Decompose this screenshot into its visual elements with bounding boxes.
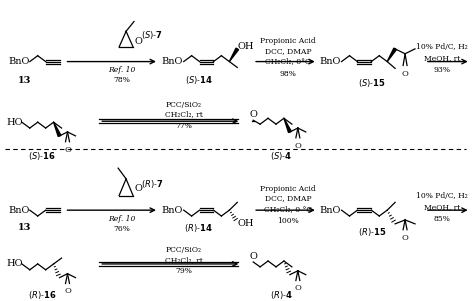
Text: 93%: 93% xyxy=(433,67,450,74)
Text: BnO: BnO xyxy=(8,57,29,66)
Text: 78%: 78% xyxy=(114,76,130,84)
Text: $(S)$-$\mathbf{15}$: $(S)$-$\mathbf{15}$ xyxy=(358,77,386,89)
Text: PCC/SiO₂: PCC/SiO₂ xyxy=(166,101,201,109)
Text: O: O xyxy=(134,184,142,193)
Text: CH₂Cl₂, rt: CH₂Cl₂, rt xyxy=(165,110,202,118)
Text: Propionic Acid: Propionic Acid xyxy=(260,37,316,45)
Text: 77%: 77% xyxy=(175,122,192,130)
Text: BnO: BnO xyxy=(162,206,183,215)
Text: 98%: 98% xyxy=(280,70,296,78)
Text: O: O xyxy=(64,287,71,295)
Text: 85%: 85% xyxy=(433,215,450,223)
Text: PCC/SiO₂: PCC/SiO₂ xyxy=(166,246,201,254)
Text: $(R)$-$\mathbf{14}$: $(R)$-$\mathbf{14}$ xyxy=(184,222,213,234)
Text: CH₂Cl₂, 0 °C: CH₂Cl₂, 0 °C xyxy=(264,205,312,213)
Text: BnO: BnO xyxy=(319,57,341,66)
Text: O: O xyxy=(294,142,301,150)
Text: O: O xyxy=(64,146,71,154)
Text: $(S)$-$\mathbf{7}$: $(S)$-$\mathbf{7}$ xyxy=(141,29,163,41)
Text: O: O xyxy=(249,252,257,261)
Text: O: O xyxy=(401,70,409,78)
Text: 10% Pd/C, H₂: 10% Pd/C, H₂ xyxy=(416,191,468,200)
Text: $(S)$-$\mathbf{4}$: $(S)$-$\mathbf{4}$ xyxy=(270,150,292,163)
Text: BnO: BnO xyxy=(8,206,29,215)
Text: $(S)$-$\mathbf{16}$: $(S)$-$\mathbf{16}$ xyxy=(28,150,55,163)
Text: 13: 13 xyxy=(18,76,31,85)
Text: Ref. 10: Ref. 10 xyxy=(109,67,136,74)
Text: $(R)$-$\mathbf{4}$: $(R)$-$\mathbf{4}$ xyxy=(270,289,292,301)
Text: O: O xyxy=(294,284,301,293)
Text: $(S)$-$\mathbf{14}$: $(S)$-$\mathbf{14}$ xyxy=(184,74,212,86)
Polygon shape xyxy=(284,118,292,132)
Text: 10% Pd/C, H₂: 10% Pd/C, H₂ xyxy=(416,43,468,51)
Text: O: O xyxy=(249,110,257,119)
Text: O: O xyxy=(134,36,142,45)
Text: OH: OH xyxy=(237,42,254,51)
Text: 100%: 100% xyxy=(277,217,299,225)
Text: DCC, DMAP: DCC, DMAP xyxy=(264,47,311,55)
Polygon shape xyxy=(387,48,396,62)
Polygon shape xyxy=(54,122,61,136)
Text: OH: OH xyxy=(237,219,254,228)
Text: 79%: 79% xyxy=(175,267,192,275)
Text: BnO: BnO xyxy=(319,206,341,215)
Text: MeOH, rt: MeOH, rt xyxy=(424,55,460,63)
Text: MeOH, rt: MeOH, rt xyxy=(424,203,460,211)
Text: $(R)$-$\mathbf{7}$: $(R)$-$\mathbf{7}$ xyxy=(141,178,163,190)
Text: CH₂Cl₂, 0°C: CH₂Cl₂, 0°C xyxy=(265,57,311,66)
Text: DCC, DMAP: DCC, DMAP xyxy=(264,194,311,203)
Text: HO: HO xyxy=(6,259,22,268)
Text: CH₂Cl₂, rt: CH₂Cl₂, rt xyxy=(165,256,202,264)
Text: $(R)$-$\mathbf{16}$: $(R)$-$\mathbf{16}$ xyxy=(27,289,56,301)
Text: 76%: 76% xyxy=(114,225,130,233)
Text: BnO: BnO xyxy=(162,57,183,66)
Text: Ref. 10: Ref. 10 xyxy=(109,215,136,223)
Text: 13: 13 xyxy=(18,223,31,232)
Text: O: O xyxy=(401,234,409,242)
Text: HO: HO xyxy=(6,118,22,127)
Text: Propionic Acid: Propionic Acid xyxy=(260,185,316,193)
Text: $(R)$-$\mathbf{15}$: $(R)$-$\mathbf{15}$ xyxy=(358,226,386,238)
Polygon shape xyxy=(229,48,238,62)
